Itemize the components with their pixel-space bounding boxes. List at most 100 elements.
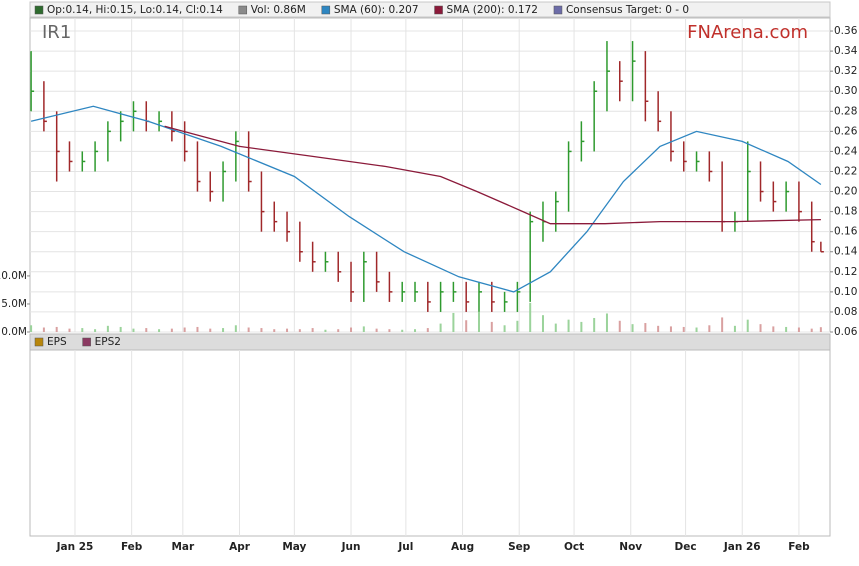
legend-label: Consensus Target: 0 - 0: [566, 4, 689, 16]
volume-bar: [234, 325, 237, 332]
sma-line: [30, 105, 822, 293]
x-tick-label: Jul: [397, 541, 413, 553]
y-tick-label: 0.18: [834, 206, 857, 218]
volume-bar: [145, 328, 148, 332]
y-tick-label: 0.22: [834, 165, 857, 177]
y-tick-label: 0.32: [834, 65, 857, 77]
volume-bar: [503, 325, 506, 332]
volume-bar: [785, 326, 788, 332]
legend-label: SMA (200): 0.172: [447, 4, 538, 16]
volume-bar: [222, 328, 225, 332]
chart-title: IR1: [42, 22, 71, 43]
volume-bar: [644, 323, 647, 332]
volume-bar: [618, 320, 621, 332]
volume-bar: [541, 315, 544, 332]
y-tick-label: 0.26: [834, 125, 858, 137]
volume-bar: [30, 325, 33, 332]
y-tick-label: 0.24: [834, 145, 858, 157]
volume-bar: [311, 328, 314, 332]
volume-bar: [414, 329, 417, 332]
volume-bar: [260, 328, 263, 332]
volume-bar: [529, 302, 532, 332]
volume-bar: [695, 327, 698, 332]
watermark: FNArena.com: [687, 22, 808, 43]
volume-bar: [298, 329, 301, 332]
legend-swatch: [82, 337, 91, 347]
volume-bar: [733, 325, 736, 332]
volume-bar: [273, 329, 276, 332]
legend-swatch: [553, 5, 563, 15]
volume-bar: [797, 327, 800, 332]
y-tick-label: 0.06: [834, 326, 858, 338]
y-tick-label: 0.30: [834, 85, 857, 97]
volume-bar: [580, 321, 583, 332]
sma-line: [164, 125, 821, 225]
volume-bar: [209, 328, 212, 332]
x-tick-label: Sep: [508, 541, 531, 553]
x-tick-label: May: [282, 541, 306, 553]
y-tick-label: 0.08: [834, 306, 857, 318]
volume-bar: [465, 320, 468, 332]
legend-swatch: [34, 337, 44, 347]
volume-bar: [337, 329, 340, 332]
marks: [30, 41, 824, 332]
y-tick-label: 0.14: [834, 246, 858, 258]
volume-bar: [593, 317, 596, 332]
legend-label: EPS2: [95, 336, 121, 348]
volume-bar: [669, 326, 672, 332]
y-tick-label: 0.16: [834, 226, 858, 238]
legend-swatch: [321, 5, 331, 15]
volume-bar: [452, 312, 455, 332]
volume-bar: [183, 327, 186, 332]
legend: Op:0.14, Hi:0.15, Lo:0.14, Cl:0.14 Vol: 0…: [34, 4, 689, 348]
y-tick-label: 0.28: [834, 105, 857, 117]
volume-bar: [657, 325, 660, 332]
volume-bar: [42, 327, 45, 332]
x-tick-label: Oct: [564, 541, 584, 553]
volume-bar: [81, 328, 84, 332]
volume-bar: [196, 326, 199, 332]
x-tick-label: Aug: [451, 541, 474, 553]
legend-label: EPS: [47, 336, 67, 348]
legend-label: SMA (60): 0.207: [334, 4, 419, 16]
volume-bar: [170, 328, 173, 332]
volume-bar: [388, 329, 391, 332]
eps-panel: [29, 349, 831, 537]
volume-bar: [132, 328, 135, 332]
y-tick-label: 0.20: [834, 186, 857, 198]
volume-bar: [439, 323, 442, 332]
volume-bar: [721, 317, 724, 332]
y2-tick-label: 10.0M: [0, 270, 27, 282]
volume-bar: [247, 327, 250, 332]
x-tick-label: Jan 26: [723, 541, 761, 553]
volume-bar: [516, 320, 519, 332]
volume-bar: [708, 325, 711, 332]
y-tick-label: 0.10: [834, 286, 857, 298]
volume-bar: [55, 326, 58, 332]
volume-bar: [350, 327, 353, 332]
volume-bar: [477, 311, 480, 332]
volume-bar: [631, 324, 634, 332]
volume-bar: [772, 326, 775, 332]
volume-bar: [567, 319, 570, 332]
volume-bar: [94, 329, 97, 332]
x-tick-label: Feb: [788, 541, 810, 553]
volume-bar: [819, 327, 822, 332]
x-tick-label: Feb: [121, 541, 143, 553]
legend-swatch: [434, 5, 443, 15]
x-tick-label: Mar: [171, 541, 195, 553]
volume-bar: [605, 313, 608, 332]
y-tick-label: 0.36: [834, 25, 858, 37]
volume-bar: [158, 329, 161, 332]
y2-tick-label: 0.0M: [1, 326, 27, 338]
y-tick-label: 0.12: [834, 266, 857, 278]
volume-bar: [119, 326, 122, 332]
volume-bar: [375, 328, 378, 332]
x-tick-label: Apr: [229, 541, 251, 553]
volume-bar: [746, 319, 749, 332]
volume-bar: [68, 328, 71, 332]
legend-swatch: [238, 5, 248, 15]
x-tick-label: Nov: [619, 541, 642, 553]
x-tick-label: Jun: [341, 541, 361, 553]
